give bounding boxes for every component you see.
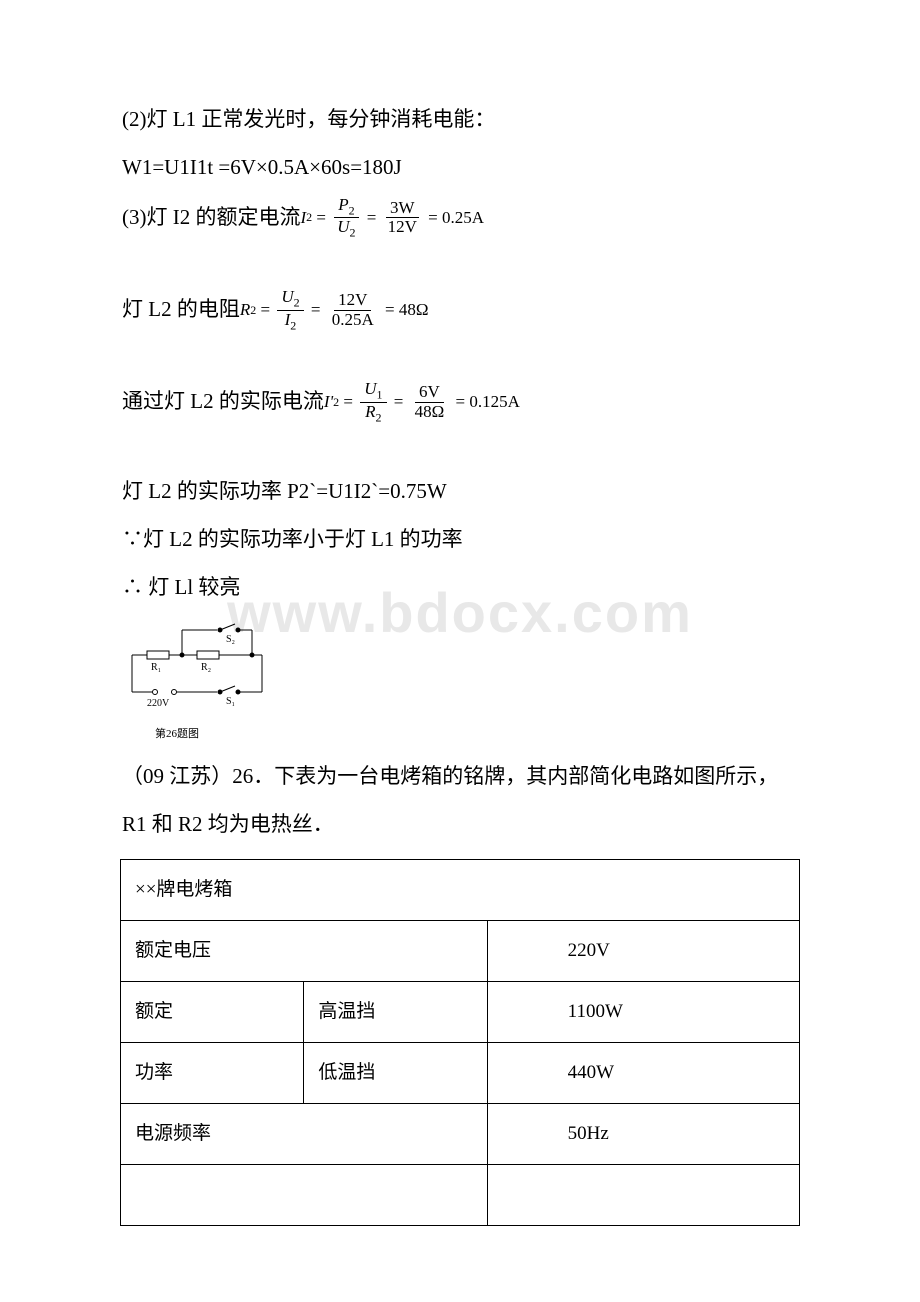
- document-content: (2)灯 L1 正常发光时，每分钟消耗电能： W1=U1I1t =6V×0.5A…: [80, 100, 840, 1226]
- table-power-label-2: 功率: [121, 1042, 304, 1103]
- table-voltage-label: 额定电压: [121, 920, 488, 981]
- eq-prefix-3: (3)灯 I2 的额定电流: [122, 198, 300, 238]
- table-row: ××牌电烤箱: [121, 859, 800, 920]
- eq-r2-num1-sub: 2: [294, 295, 300, 309]
- eq-i2-den1-sub: 2: [350, 226, 356, 240]
- eq-prefix-i2p: 通过灯 L2 的实际电流: [122, 382, 324, 422]
- eq-r2-num2: 12V: [334, 291, 371, 311]
- question-text-1: （09 江苏）26．下表为一台电烤箱的铭牌，其内部简化电路如图所示，: [80, 757, 840, 797]
- eq-i2p-lhs: I': [324, 386, 333, 418]
- eq-i2p-num2: 6V: [415, 383, 444, 403]
- question-text-2: R1 和 R2 均为电热丝．: [80, 805, 840, 845]
- eq-i2-result: 0.25A: [442, 202, 484, 234]
- solution-line-because: ∵灯 L2 的实际功率小于灯 L1 的功率: [80, 520, 840, 560]
- solution-line-2: (2)灯 L1 正常发光时，每分钟消耗电能：: [80, 100, 840, 140]
- eq-i2-den1: U: [337, 217, 349, 236]
- eq-r2-formula: R2 = U2 I2 = 12V 0.25A = 48Ω: [240, 288, 429, 332]
- eq-i2-den2: 12V: [384, 218, 421, 237]
- table-high-value: 1100W: [487, 981, 799, 1042]
- table-power-label-1: 额定: [121, 981, 304, 1042]
- circuit-r1-label: R₁: [151, 662, 161, 673]
- table-row: [121, 1165, 800, 1226]
- circuit-s1-label: S₁: [226, 696, 235, 707]
- eq-prefix-r2: 灯 L2 的电阻: [122, 290, 240, 330]
- nameplate-table: ××牌电烤箱 额定电压 220V 额定 高温挡 1100W 功率 低温挡 440…: [120, 859, 800, 1227]
- table-row: 电源频率 50Hz: [121, 1103, 800, 1164]
- table-high-label: 高温挡: [304, 981, 487, 1042]
- eq-i2-num2: 3W: [386, 199, 419, 219]
- eq-i2p-num1-sub: 1: [377, 387, 383, 401]
- table-brand: ××牌电烤箱: [121, 859, 800, 920]
- equation-r2: 灯 L2 的电阻 R2 = U2 I2 = 12V 0.25A = 48Ω: [80, 288, 840, 332]
- solution-formula-w1: W1=U1I1t =6V×0.5A×60s=180J: [80, 148, 840, 188]
- equation-i2prime: 通过灯 L2 的实际电流 I'2 = U1 R2 = 6V 48Ω = 0.12…: [80, 380, 840, 424]
- eq-i2-num1: P: [338, 195, 348, 214]
- eq-r2-lhs: R: [240, 294, 250, 326]
- table-low-label: 低温挡: [304, 1042, 487, 1103]
- circuit-caption: 第26题图: [102, 724, 252, 745]
- table-freq-value: 50Hz: [487, 1103, 799, 1164]
- eq-i2p-den2: 48Ω: [411, 403, 449, 422]
- circuit-s2-label: S₂: [226, 634, 235, 645]
- table-freq-label: 电源频率: [121, 1103, 488, 1164]
- eq-r2-den1-sub: 2: [290, 318, 296, 332]
- table-row: 额定 高温挡 1100W: [121, 981, 800, 1042]
- eq-i2-num1-sub: 2: [349, 203, 355, 217]
- eq-i2p-den1: R: [365, 402, 375, 421]
- table-row: 功率 低温挡 440W: [121, 1042, 800, 1103]
- eq-i2p-result: 0.125A: [469, 386, 520, 418]
- eq-i2-formula: I2 = P2 U2 = 3W 12V = 0.25A: [300, 196, 484, 240]
- eq-i2p-num1: U: [364, 379, 376, 398]
- eq-r2-result: 48Ω: [399, 294, 429, 326]
- circuit-r2-label: R₂: [201, 662, 211, 673]
- solution-line-p2: 灯 L2 的实际功率 P2`=U1I2`=0.75W: [80, 472, 840, 512]
- table-row: 额定电压 220V: [121, 920, 800, 981]
- eq-r2-den2: 0.25A: [328, 311, 378, 330]
- circuit-voltage-label: 220V: [147, 698, 170, 709]
- table-empty-1: [121, 1165, 488, 1226]
- table-voltage-value: 220V: [487, 920, 799, 981]
- eq-i2p-den1-sub: 2: [376, 410, 382, 424]
- equation-i2: (3)灯 I2 的额定电流 I2 = P2 U2 = 3W 12V = 0.25…: [80, 196, 840, 240]
- table-low-value: 440W: [487, 1042, 799, 1103]
- eq-i2p-formula: I'2 = U1 R2 = 6V 48Ω = 0.125A: [324, 380, 520, 424]
- table-empty-2: [487, 1165, 799, 1226]
- solution-line-therefore: ∴ 灯 Ll 较亮: [80, 568, 840, 608]
- circuit-diagram: S₂ R₁ R₂: [122, 620, 272, 720]
- eq-r2-num1: U: [281, 287, 293, 306]
